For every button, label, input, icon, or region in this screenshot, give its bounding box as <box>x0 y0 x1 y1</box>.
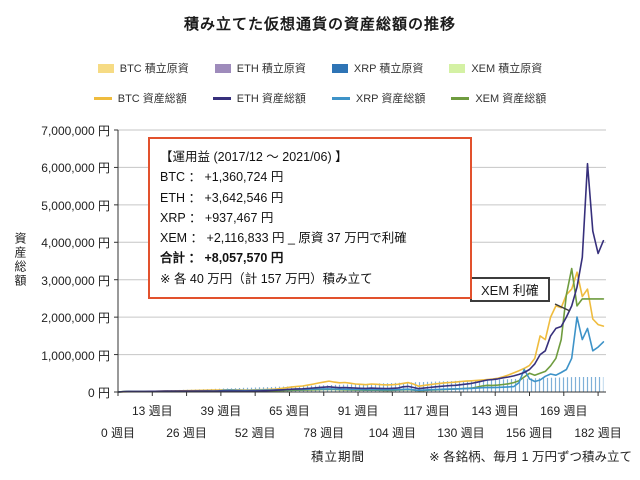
xem-total-line-swatch <box>451 96 470 100</box>
x-tick-label: 26 週目 <box>166 426 207 440</box>
legend-row-principal: BTC 積立原資 ETH 積立原資 XRP 積立原資 XEM 積立原資 <box>0 60 640 76</box>
annotation-row-btc: BTC ： +1,360,724 円 <box>160 170 284 185</box>
legend-label: BTC 資産総額 <box>117 93 187 105</box>
eth-principal-swatch <box>214 63 231 73</box>
eth-total-line-swatch <box>212 96 231 100</box>
btc-total-line-swatch <box>93 96 112 100</box>
annotation-total: 合計 ： +8,057,570 円 <box>160 251 284 266</box>
x-tick-label: 169 週目 <box>540 404 588 418</box>
xem-profit-taking-callout: XEM 利確 <box>470 277 550 302</box>
legend-label: ETH 資産総額 <box>236 93 306 105</box>
btc-principal-swatch <box>97 63 114 73</box>
x-tick-label: 156 週目 <box>505 426 554 440</box>
legend-row-total: BTC 資産総額 ETH 資産総額 XRP 資産総額 XEM 資産総額 <box>0 90 640 106</box>
y-tick-label: 7,000,000 円 <box>41 124 110 138</box>
x-tick-label: 65 週目 <box>269 404 310 418</box>
x-tick-label: 91 週目 <box>337 404 379 418</box>
x-axis-title: 積立期間 <box>310 450 365 464</box>
legend-label: XEM 資産総額 <box>475 93 547 105</box>
legend-item-eth-principal: ETH 積立原資 <box>214 60 306 76</box>
xrp-principal-swatch <box>331 63 348 73</box>
legend-item-xrp-principal: XRP 積立原資 <box>331 60 424 76</box>
x-tick-label: 13 週目 <box>131 404 173 418</box>
legend-label: BTC 積立原資 <box>119 63 189 75</box>
annotation-row-eth: ETH ： +3,642,546 円 <box>160 190 284 205</box>
annotation-note: ※ 各 40 万円（計 157 万円）積み立て <box>160 271 373 286</box>
x-tick-label: 39 週目 <box>200 404 242 418</box>
legend-item-btc-total: BTC 資産総額 <box>93 90 187 106</box>
y-tick-label: 2,000,000 円 <box>41 311 110 326</box>
x-tick-label: 143 週目 <box>471 404 519 418</box>
chart-footnote: ※ 各銘柄、毎月 1 万円ずつ積み立て <box>429 450 632 464</box>
y-tick-label: 1,000,000 円 <box>41 348 110 363</box>
chart-title: 積み立てた仮想通貨の資産総額の推移 <box>183 16 456 33</box>
x-tick-label: 52 週目 <box>234 426 276 440</box>
legend-item-btc-principal: BTC 積立原資 <box>97 60 189 76</box>
y-tick-label: 3,000,000 円 <box>41 273 110 288</box>
annotation-title: 【運用益 (2017/12 ～ 2021/06) 】 <box>160 150 348 164</box>
legend-item-xrp-total: XRP 資産総額 <box>331 90 426 106</box>
y-tick-label: 6,000,000 円 <box>41 161 110 176</box>
xrp-total-line-swatch <box>331 96 350 100</box>
x-tick-label: 182 週目 <box>574 426 622 440</box>
annotation-row-xrp: XRP ： +937,467 円 <box>160 210 274 225</box>
legend-item-xem-principal: XEM 積立原資 <box>449 60 542 76</box>
legend-label: XRP 積立原資 <box>353 63 424 75</box>
legend-label: ETH 積立原資 <box>236 63 306 75</box>
y-tick-label: 4,000,000 円 <box>41 236 110 251</box>
legend-label: XRP 資産総額 <box>355 93 426 105</box>
x-tick-label: 104 週目 <box>368 426 417 440</box>
xem-principal-swatch <box>449 63 466 73</box>
annotation-box: 【運用益 (2017/12 ～ 2021/06) 】 BTC ： +1,360,… <box>148 137 472 299</box>
x-tick-label: 78 週目 <box>303 426 345 440</box>
y-tick-label: 0 円 <box>87 386 110 400</box>
annotation-row-xem: XEM ： +2,116,833 円 _ 原資 37 万円で利確 <box>160 231 407 245</box>
x-tick-label: 117 週目 <box>403 404 450 418</box>
x-tick-label: 0 週目 <box>100 426 136 440</box>
legend-label: XEM 積立原資 <box>471 63 543 75</box>
legend-item-xem-total: XEM 資産総額 <box>451 90 546 106</box>
x-tick-label: 130 週目 <box>437 426 485 440</box>
y-axis-title: 資産総額 <box>13 232 27 288</box>
legend-item-eth-total: ETH 資産総額 <box>212 90 306 106</box>
y-tick-label: 5,000,000 円 <box>41 198 110 213</box>
